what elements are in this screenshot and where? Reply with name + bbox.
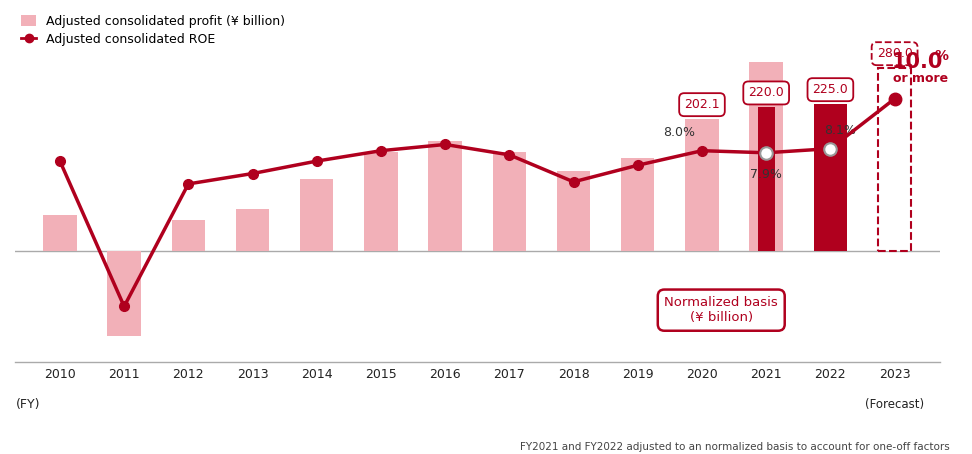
Text: 8.1%: 8.1% (824, 124, 856, 137)
Bar (43, 215, 77, 251)
Text: 8.0%: 8.0% (664, 126, 696, 139)
Text: Normalized basis
(¥ billion): Normalized basis (¥ billion) (665, 296, 779, 324)
Text: (FY): (FY) (17, 399, 41, 411)
Bar (493, 152, 526, 251)
Legend: Adjusted consolidated profit (¥ billion), Adjusted consolidated ROE: Adjusted consolidated profit (¥ billion)… (21, 15, 285, 46)
Bar (108, 251, 141, 336)
Bar (749, 62, 782, 251)
Bar (300, 179, 333, 251)
Bar (758, 107, 775, 251)
Bar (172, 220, 205, 251)
Text: FY2021 and FY2022 adjusted to an normalized basis to account for one-off factors: FY2021 and FY2022 adjusted to an normali… (520, 442, 950, 452)
Bar (429, 141, 462, 251)
Bar (814, 140, 847, 251)
Text: 220.0: 220.0 (748, 86, 784, 99)
Bar (685, 119, 718, 251)
Bar (364, 152, 398, 251)
Text: 225.0: 225.0 (813, 83, 849, 96)
Text: 10.0: 10.0 (891, 52, 943, 72)
Bar (557, 172, 590, 251)
Text: %: % (934, 49, 949, 64)
Bar (621, 158, 654, 251)
Bar (814, 104, 847, 251)
Text: or more: or more (893, 72, 949, 85)
Text: 280.0: 280.0 (877, 47, 913, 60)
Text: 7.9%: 7.9% (750, 168, 782, 181)
Text: 202.1: 202.1 (684, 98, 720, 111)
Bar (236, 209, 269, 251)
Bar (878, 68, 912, 251)
Text: (Forecast): (Forecast) (865, 399, 924, 411)
